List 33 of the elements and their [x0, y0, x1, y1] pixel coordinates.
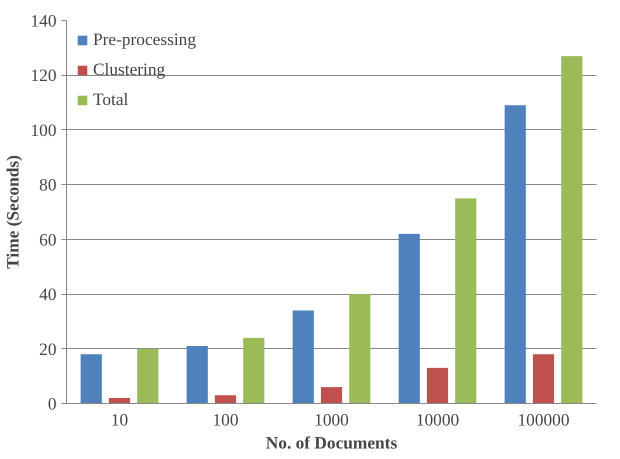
legend-label: Clustering: [93, 60, 166, 80]
bar: [320, 387, 342, 404]
bar: [214, 395, 236, 404]
y-tick-label: 40: [39, 285, 56, 304]
x-axis-title: No. of Documents: [266, 434, 398, 452]
y-tick-label: 80: [39, 176, 56, 195]
x-tick-label: 100000: [518, 410, 570, 430]
y-tick-label: 0: [48, 394, 57, 414]
x-tick-label: 10000: [416, 410, 460, 430]
y-tick-label: 100: [30, 120, 57, 140]
x-tick-label: 10: [110, 410, 128, 430]
bar: [243, 338, 264, 404]
bar: [426, 368, 448, 404]
bar: [80, 354, 102, 404]
y-tick-label: 120: [30, 66, 57, 86]
y-axis-title: Time (Seconds): [4, 154, 23, 269]
bar: [292, 310, 314, 404]
bar: [108, 398, 130, 404]
bar: [504, 105, 526, 404]
legend-label: Total: [93, 90, 128, 110]
x-tick-label: 1000: [314, 410, 349, 430]
bar: [349, 294, 370, 404]
y-tick-label: 140: [30, 12, 57, 30]
x-tick-label: 100: [212, 410, 239, 430]
bar: [561, 56, 582, 404]
bar: [532, 354, 554, 404]
y-tick-label: 20: [39, 340, 56, 359]
bar: [137, 348, 158, 404]
bar: [455, 198, 476, 404]
bar: [398, 234, 420, 404]
bar: [186, 346, 208, 404]
legend-label: Pre-processing: [93, 30, 196, 50]
y-tick-label: 60: [39, 230, 56, 250]
